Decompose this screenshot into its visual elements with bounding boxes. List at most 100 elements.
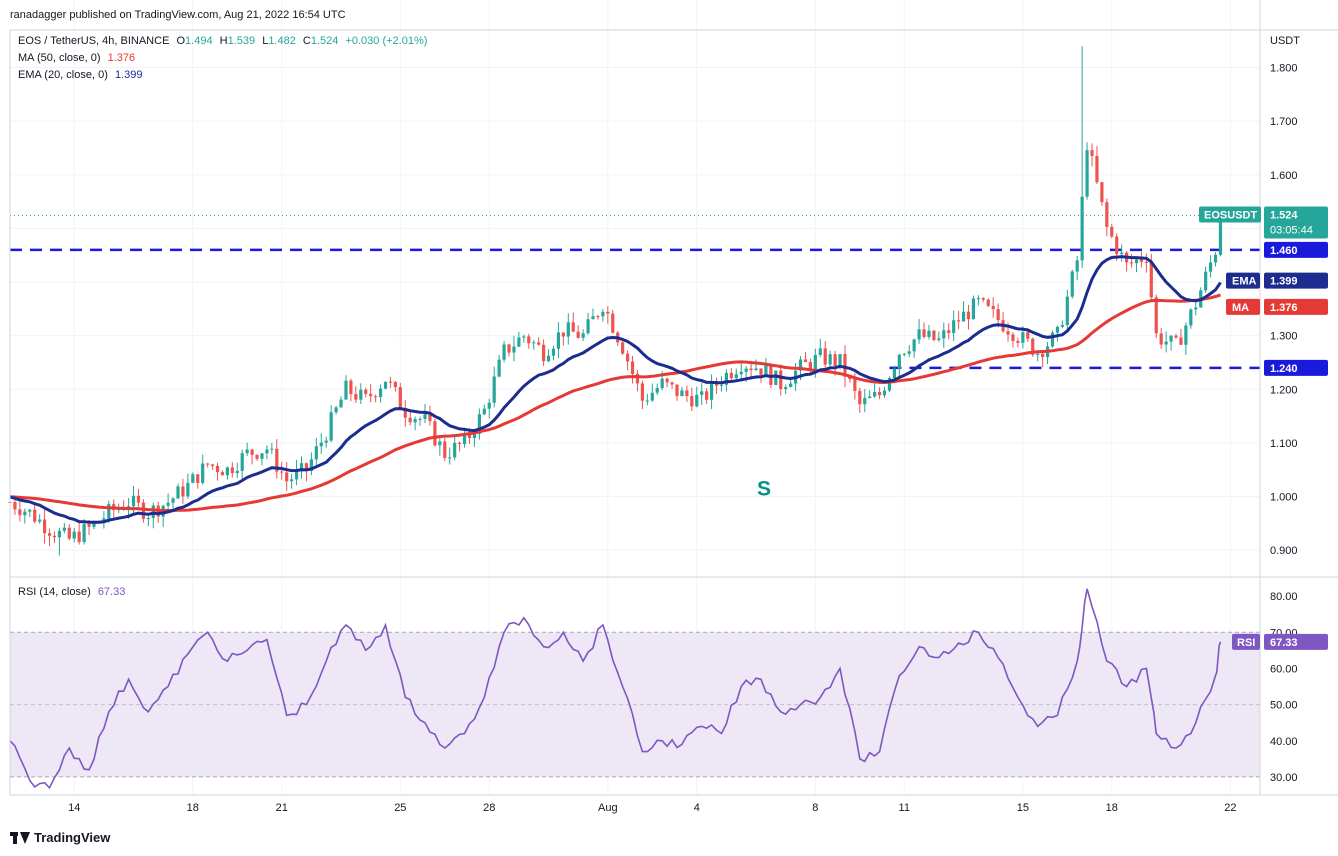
- rsi-band-bounds: [10, 631, 1260, 778]
- ma-legend-value: 1.376: [107, 52, 136, 64]
- candle-body: [1016, 340, 1020, 343]
- candle-body: [813, 354, 817, 370]
- rsi-name-bg: [1232, 633, 1260, 650]
- change-value: +0.030 (+2.01%): [345, 35, 428, 47]
- candle-body: [270, 448, 274, 450]
- candle-body: [201, 463, 205, 483]
- ma-tag: MA 1.376: [1226, 298, 1328, 315]
- rsi-line: [9, 588, 1222, 790]
- candle-body: [551, 348, 556, 356]
- candle-body: [47, 533, 52, 536]
- level-tag-1.240-text: 1.240: [1270, 363, 1298, 375]
- level-tag-1.460-bg: [1264, 241, 1328, 258]
- time-tick-label: Aug: [598, 802, 618, 814]
- candle-body: [907, 351, 911, 354]
- candle-body: [230, 467, 234, 474]
- candle-body: [828, 354, 832, 365]
- candle-body: [33, 509, 37, 522]
- candle-body: [413, 419, 417, 423]
- candle-body: [383, 381, 388, 389]
- candle-body: [719, 384, 724, 386]
- candle-body: [38, 519, 42, 522]
- candle-body: [1179, 337, 1183, 345]
- ema-line: [9, 255, 1222, 524]
- candle-body: [784, 387, 788, 390]
- ema-legend-label: EMA (20, close, 0): [18, 69, 108, 81]
- candle-body: [952, 320, 956, 334]
- price-tick-label: 0.900: [1270, 545, 1298, 557]
- candle-body: [986, 299, 990, 306]
- candle-body: [354, 394, 358, 400]
- candle-body: [1213, 254, 1218, 263]
- symbol-legend[interactable]: EOS / TetherUS, 4h, BINANCE O1.494 H1.53…: [18, 35, 431, 47]
- candle-body: [136, 495, 141, 503]
- candle-body: [853, 379, 857, 391]
- candle-body: [52, 535, 57, 538]
- candle-body: [131, 495, 136, 507]
- candle-body: [902, 353, 906, 355]
- candle-body: [299, 463, 304, 470]
- candle-body: [403, 407, 407, 418]
- price-tick-label: 1.600: [1270, 170, 1298, 182]
- ema-legend[interactable]: EMA (20, close, 0) 1.399: [18, 69, 146, 81]
- ma-value-text: 1.376: [1270, 302, 1298, 314]
- candle-body: [492, 376, 496, 403]
- candle-body: [892, 368, 896, 379]
- candle-body: [789, 383, 793, 388]
- candle-body: [1026, 332, 1030, 339]
- candle-body: [690, 396, 694, 407]
- candle-body: [502, 344, 506, 360]
- ma-legend[interactable]: MA (50, close, 0) 1.376: [18, 52, 139, 64]
- candle-body: [937, 338, 941, 341]
- symbol-tag-bg: [1199, 206, 1261, 223]
- candle-body: [868, 396, 872, 399]
- candle-body: [1149, 262, 1153, 298]
- candle-body: [576, 331, 580, 338]
- candle-body: [991, 305, 995, 310]
- candle-body: [87, 524, 91, 527]
- candle-body: [215, 465, 220, 473]
- publisher-line: ranadagger published on TradingView.com,…: [10, 9, 346, 21]
- candle-body: [981, 298, 985, 300]
- candle-body: [191, 474, 195, 483]
- candle-body: [660, 378, 664, 389]
- candle-body: [23, 511, 27, 516]
- candle-body: [606, 311, 610, 314]
- candle-body: [72, 531, 76, 539]
- tradingview-logo[interactable]: TradingView: [10, 830, 110, 845]
- candle-body: [1208, 262, 1213, 272]
- open-value: O1.494: [176, 35, 213, 47]
- time-tick-label: 8: [812, 802, 818, 814]
- rsi-legend[interactable]: RSI (14, close) 67.33: [18, 586, 129, 598]
- candle-body: [739, 371, 743, 375]
- candle-body: [349, 380, 353, 395]
- candle-body: [566, 322, 570, 337]
- level-tag-1.460-text: 1.460: [1270, 245, 1298, 257]
- rsi-tick-label: 40.00: [1270, 736, 1298, 748]
- candle-body: [833, 354, 837, 366]
- candle-body: [571, 322, 575, 332]
- candle-body: [472, 433, 477, 438]
- candle-body: [670, 382, 674, 385]
- symbol-tag-text: EOSUSDT: [1204, 210, 1257, 222]
- level-tag-1.460: 1.460: [1264, 241, 1328, 258]
- candle-body: [764, 364, 768, 375]
- candle-body: [329, 412, 333, 441]
- price-tick-label: 1.700: [1270, 116, 1298, 128]
- candle-body: [537, 342, 541, 345]
- candle-body: [309, 459, 313, 471]
- candle-body: [364, 389, 368, 394]
- candle-body: [621, 342, 625, 354]
- ema-name-bg: [1226, 272, 1260, 289]
- candle-body: [438, 441, 442, 446]
- candle-body: [1159, 333, 1163, 345]
- candle-body: [1184, 325, 1188, 345]
- candle-body: [285, 472, 289, 482]
- candle-body: [779, 370, 783, 390]
- candle-body: [1154, 297, 1158, 334]
- candle-body: [754, 368, 758, 371]
- candle-body: [596, 316, 600, 318]
- candle-body: [398, 387, 402, 408]
- candle-body: [92, 521, 96, 527]
